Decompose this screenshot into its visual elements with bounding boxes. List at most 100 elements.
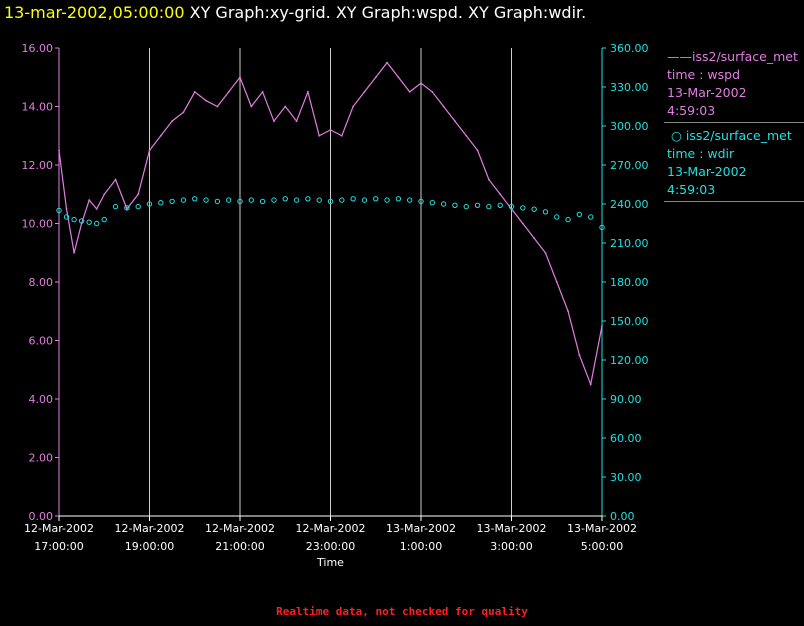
series-wspd-point	[205, 99, 207, 102]
series-wdir-marker	[293, 197, 300, 203]
y-right-tick-label: 210.00	[610, 237, 649, 250]
series-wspd-point	[73, 251, 75, 254]
y-right-tick-label: 150.00	[610, 315, 649, 328]
y-left-tick-label: 14.00	[22, 101, 54, 114]
series-wdir-marker	[169, 198, 175, 205]
series-wdir-marker	[565, 216, 571, 223]
series-wdir-marker	[56, 207, 62, 214]
x-tick-label-date: 12-Mar-2002	[115, 522, 185, 535]
series-wdir-marker	[361, 197, 368, 203]
series-wspd-point	[363, 90, 366, 93]
y-left-tick-label: 10.00	[22, 218, 54, 231]
header-title: XY Graph:xy-grid. XY Graph:wspd. XY Grap…	[189, 3, 587, 22]
series-wspd-point	[521, 222, 524, 225]
series-wdir-marker	[214, 198, 221, 205]
legend-wdir-time: 4:59:03	[667, 182, 716, 197]
legend-wspd-var: time : wspd	[667, 67, 741, 82]
y-left-tick-label: 16.00	[22, 42, 54, 55]
series-wspd-point	[58, 149, 60, 152]
x-axis-title: Time	[316, 556, 344, 569]
series-wspd-point	[239, 76, 241, 79]
series-wdir-marker	[248, 197, 255, 203]
series-wdir-marker	[576, 211, 583, 218]
series-wdir-marker	[429, 200, 436, 206]
legend-wdir-date: 13-Mar-2002	[667, 164, 747, 179]
series-wspd-point	[397, 76, 400, 79]
series-wdir-marker	[203, 197, 209, 203]
x-tick-label-date: 12-Mar-2002	[24, 522, 94, 535]
series-wdir-marker	[282, 196, 288, 202]
y-left-tick-label: 2.00	[29, 452, 54, 465]
series-wdir-marker	[94, 220, 100, 227]
quality-notice: Realtime data, not checked for quality	[276, 605, 528, 618]
series-wspd-point	[65, 207, 68, 210]
y-right-tick-label: 240.00	[610, 198, 649, 211]
series-wspd-point	[408, 90, 411, 93]
y-left-tick-label: 6.00	[29, 335, 54, 348]
series-wdir-marker	[350, 196, 356, 202]
series-wspd-point	[95, 207, 98, 210]
series-wdir-marker	[135, 203, 141, 210]
legend-entry-wspd: ——iss2/surface_met time : wspd 13-Mar-20…	[664, 48, 804, 123]
series-wdir-marker	[180, 197, 187, 203]
data-series	[56, 61, 605, 387]
series-wspd-point	[306, 90, 309, 93]
series-wspd-point	[193, 90, 196, 93]
series-wdir-marker	[237, 198, 243, 205]
y-right-tick-label: 180.00	[610, 276, 649, 289]
x-tick-label-date: 13-Mar-2002	[567, 522, 637, 535]
series-wspd-point	[159, 134, 162, 137]
series-wspd-point	[465, 134, 468, 137]
series-wdir-marker	[339, 197, 345, 203]
series-wdir-marker	[63, 214, 70, 220]
y-right-tick-label: 60.00	[610, 432, 642, 445]
series-wspd-point	[227, 90, 230, 93]
series-wdir-marker	[587, 214, 594, 220]
legend-marker-symbol: ○	[667, 128, 686, 143]
x-tick-label-date: 12-Mar-2002	[296, 522, 366, 535]
series-wspd-point	[88, 199, 91, 202]
series-wspd-point	[544, 251, 547, 254]
legend-wspd-date: 13-Mar-2002	[667, 85, 747, 100]
series-wspd-point	[567, 310, 569, 313]
series-wspd-point	[171, 120, 174, 123]
series-wspd-point	[329, 129, 332, 131]
x-tick-label-time: 3:00:00	[490, 540, 532, 553]
series-wdir-marker	[71, 216, 77, 223]
series-wspd-point	[250, 105, 253, 108]
series-wdir-marker	[520, 205, 526, 211]
series-wdir-marker	[225, 197, 232, 203]
series-wdir-marker	[101, 216, 107, 223]
series-wdir-marker	[395, 196, 402, 202]
series-wdir-marker	[327, 198, 334, 205]
legend-wspd-time: 4:59:03	[667, 103, 716, 118]
series-wspd-point	[318, 134, 321, 137]
x-tick-label-time: 5:00:00	[581, 540, 623, 553]
series-wdir-marker	[497, 202, 503, 209]
series-wdir-marker	[86, 219, 92, 225]
series-wdir-marker	[554, 214, 560, 220]
x-tick-label-time: 23:00:00	[306, 540, 355, 553]
series-wdir-marker	[486, 203, 492, 210]
legend-entry-wdir: ○ iss2/surface_met time : wdir 13-Mar-20…	[664, 127, 804, 202]
y-right-tick-label: 30.00	[610, 471, 642, 484]
series-wdir-marker	[508, 203, 515, 210]
series-wspd-point	[476, 149, 479, 152]
series-wspd-point	[431, 90, 434, 93]
series-wspd-point	[374, 76, 377, 79]
series-wdir-marker	[463, 203, 469, 210]
grid-lines	[149, 48, 512, 516]
legend-line-symbol: ——	[667, 49, 692, 64]
series-wdir-marker	[474, 202, 481, 209]
y-right-tick-label: 330.00	[610, 81, 649, 94]
legend-wdir-source: iss2/surface_met	[685, 128, 792, 143]
series-wdir-marker	[373, 196, 379, 202]
series-wspd-point	[114, 178, 117, 181]
series-wdir-marker	[599, 224, 605, 231]
series-wspd-point	[352, 105, 355, 108]
series-wspd-point	[284, 105, 287, 108]
series-wspd-point	[182, 111, 185, 114]
series-wspd-point	[589, 383, 592, 386]
x-tick-label-time: 1:00:00	[400, 540, 442, 553]
series-wspd-point	[555, 281, 558, 283]
